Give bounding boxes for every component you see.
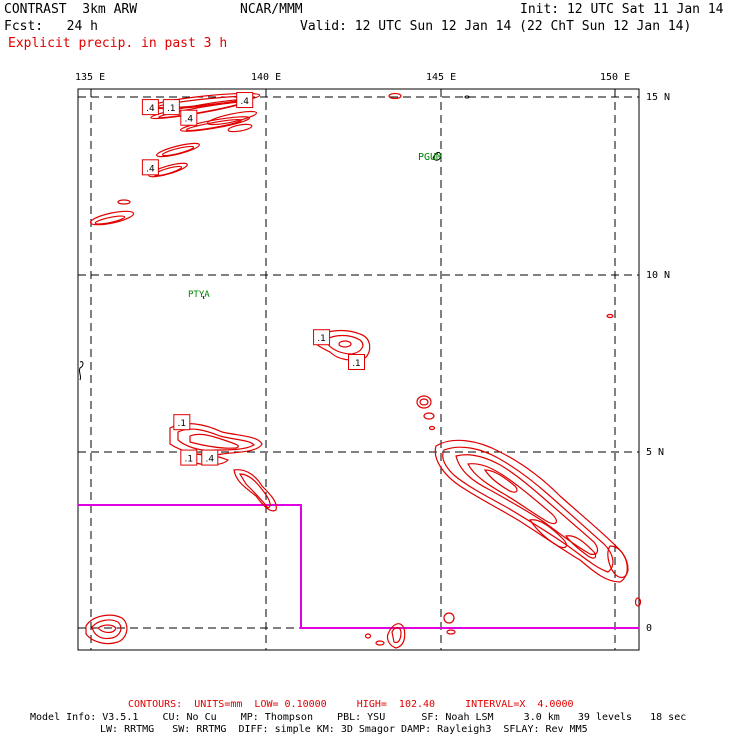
- plot-title: CONTRAST 3km ARW: [4, 2, 138, 17]
- valid-time: Valid: 12 UTC Sun 12 Jan 14 (22 ChT Sun …: [300, 19, 692, 34]
- precip-cell: [117, 199, 131, 205]
- contour-value-label: .1: [313, 329, 331, 346]
- contour-label-text: .1: [352, 359, 361, 369]
- init-time: Init: 12 UTC Sat 11 Jan 14: [520, 2, 724, 17]
- precip-cell: [443, 612, 455, 624]
- precip-cell: [416, 395, 432, 409]
- precip-cell: [97, 624, 117, 634]
- source-label: NCAR/MMM: [240, 2, 303, 17]
- precip-cell: [314, 329, 371, 361]
- contour-info: CONTOURS: UNITS=mm LOW= 0.10000 HIGH= 10…: [128, 699, 574, 710]
- precip-cell: [91, 619, 122, 640]
- contour-label-text: .4: [240, 97, 249, 107]
- precip-cell: [89, 210, 135, 226]
- lat-label-10: 10 N: [646, 270, 671, 281]
- precip-cell: [85, 614, 128, 645]
- contour-label-box: [141, 159, 159, 176]
- precip-cell: [467, 463, 557, 525]
- contour-label-text: .4: [185, 115, 194, 125]
- contour-value-label: .4: [180, 109, 198, 126]
- lat-label-5: 5 N: [646, 447, 665, 458]
- coastlines: [78, 95, 470, 381]
- precip-cell: [185, 453, 230, 466]
- model-info-line1: Model Info: V3.5.1 CU: No Cu MP: Thompso…: [30, 712, 687, 723]
- contour-label-box: [201, 449, 219, 466]
- precip-cell: [338, 340, 352, 348]
- contour-label-box: [236, 92, 254, 109]
- precip-cell: [388, 92, 402, 100]
- contour-label-box: [141, 99, 159, 116]
- precip-cell: [564, 535, 597, 559]
- contour-value-label: .4: [141, 159, 159, 176]
- precip-cell: [606, 313, 614, 319]
- precip-cell: [607, 545, 629, 579]
- precip-cell: [442, 446, 614, 573]
- island-outline: [78, 361, 84, 381]
- precip-cell: [179, 116, 251, 132]
- lat-label-0: 0: [646, 623, 653, 634]
- precip-cell: [434, 439, 628, 583]
- domain-boundary: [78, 504, 639, 629]
- precip-cell: [375, 640, 385, 646]
- island-outline: [202, 295, 205, 300]
- precip-cell: [185, 118, 243, 132]
- precip-cell: [446, 629, 456, 635]
- contour-label-box: [347, 354, 365, 370]
- contour-label-box: [180, 449, 198, 466]
- lon-label-145: 145 E: [426, 72, 457, 83]
- precip-cell: [227, 123, 253, 133]
- lat-label-15: 15 N: [646, 92, 671, 103]
- precip-cell: [233, 469, 277, 512]
- contour-label-text: .4: [205, 455, 214, 465]
- contour-value-label: .1: [173, 414, 191, 431]
- lon-label-150: 150 E: [600, 72, 631, 83]
- station-label-ptya: PTYA: [188, 290, 210, 300]
- precip-cell: [483, 469, 518, 493]
- precip-cell: [419, 398, 429, 406]
- contour-label-text: .4: [146, 104, 155, 114]
- precip-cell: [386, 623, 406, 649]
- contour-value-label: .1: [162, 99, 180, 116]
- contour-label-text: .1: [178, 419, 187, 429]
- contour-label-text: .1: [317, 334, 326, 344]
- precip-cell: [428, 425, 436, 431]
- precip-cell: [529, 519, 567, 549]
- field-description: Explicit precip. in past 3 h: [8, 36, 228, 51]
- precip-cell: [161, 145, 195, 157]
- contour-value-labels: .4 .1 .4 .4 .4 .1 .1 .1 .1 .4: [141, 92, 365, 466]
- precip-cell: [189, 433, 239, 449]
- lon-label-140: 140 E: [251, 72, 282, 83]
- model-info-line2: LW: RRTMG SW: RRTMG DIFF: simple KM: 3D …: [100, 724, 588, 735]
- contour-value-label: .1: [347, 354, 365, 370]
- contour-value-label: .1: [180, 449, 198, 466]
- contour-label-box: [162, 99, 180, 116]
- station-label-pgum: PGUM: [418, 152, 443, 163]
- contour-label-box: [180, 109, 198, 126]
- precip-cell: [423, 412, 435, 420]
- precip-cell: [391, 626, 402, 644]
- map-frame: [77, 88, 640, 651]
- precip-cell: [94, 215, 126, 225]
- contour-label-box: [173, 414, 191, 431]
- contour-label-text: .1: [167, 104, 176, 114]
- forecast-hour: Fcst: 24 h: [4, 19, 98, 34]
- contour-value-label: .4: [141, 99, 159, 116]
- boundary-line: [78, 504, 639, 629]
- precip-cell: [238, 473, 271, 509]
- contour-label-box: [313, 329, 331, 346]
- precip-cell: [364, 633, 372, 639]
- precip-cell: [455, 454, 599, 555]
- precip-cell: [177, 428, 255, 451]
- contour-value-label: .4: [236, 92, 254, 109]
- island-outline: [432, 151, 442, 161]
- lon-label-135: 135 E: [75, 72, 106, 83]
- contour-label-text: .1: [185, 455, 194, 465]
- island-outline: [464, 95, 470, 99]
- contour-label-text: .4: [146, 164, 155, 174]
- contour-value-label: .4: [201, 449, 219, 466]
- precip-cell: [634, 597, 642, 607]
- precip-cell: [156, 142, 200, 158]
- precip-cell: [324, 334, 364, 355]
